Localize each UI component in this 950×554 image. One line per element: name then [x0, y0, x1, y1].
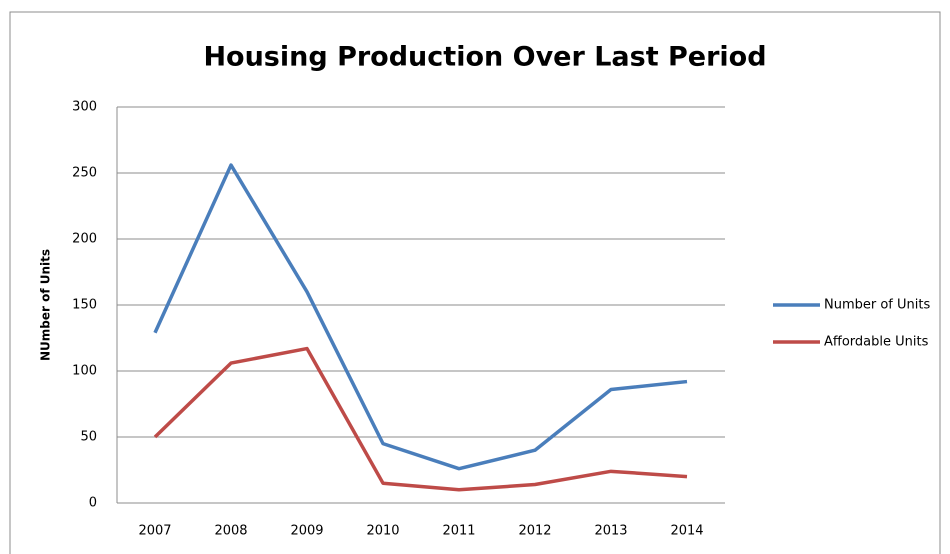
x-tick-label: 2012: [518, 524, 551, 539]
y-tick-label: 150: [72, 298, 97, 313]
y-tick-label: 100: [72, 364, 97, 379]
x-tick-label: 2014: [670, 524, 703, 539]
x-tick-label: 2011: [442, 524, 475, 539]
y-tick-label: 300: [72, 100, 97, 115]
x-tick-label: 2008: [214, 524, 247, 539]
y-tick-label: 200: [72, 232, 97, 247]
y-axis-label: NUmber of Units: [39, 249, 53, 361]
x-tick-label: 2010: [366, 524, 399, 539]
legend-label: Affordable Units: [824, 335, 929, 350]
y-tick-label: 0: [89, 496, 97, 511]
line-series: [153, 346, 688, 492]
legend-label: Number of Units: [824, 298, 930, 313]
chart-frame: [9, 11, 941, 554]
line-series: [153, 163, 688, 471]
x-tick-label: 2009: [290, 524, 323, 539]
x-tick-label: 2007: [138, 524, 171, 539]
chart-title: Housing Production Over Last Period: [203, 42, 766, 73]
y-tick-label: 250: [72, 166, 97, 181]
x-tick-label: 2013: [594, 524, 627, 539]
y-tick-label: 50: [80, 430, 97, 445]
